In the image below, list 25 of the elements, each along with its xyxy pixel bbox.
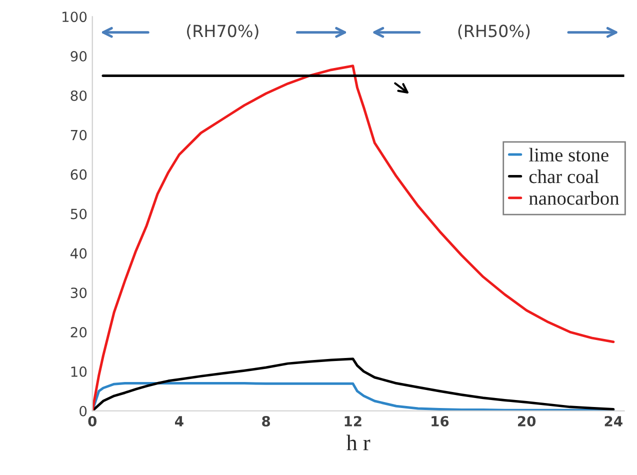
- legend-label: lime stone: [529, 148, 608, 162]
- y-tick-label: 100: [62, 12, 87, 22]
- y-tick-label: 40: [70, 248, 87, 259]
- annotation: (RH50%): [458, 24, 530, 40]
- x-tick-label: 0: [88, 416, 97, 426]
- x-tick-label: 20: [518, 416, 536, 426]
- x-tick-label: 16: [432, 416, 449, 426]
- y-tick-label: 50: [70, 208, 87, 220]
- y-tick-label: 0: [80, 406, 87, 416]
- x-tick-label: 4: [175, 416, 184, 426]
- y-tick-label: 30: [70, 288, 87, 298]
- line-series: [92, 358, 615, 411]
- y-tick-label: 10: [71, 366, 87, 377]
- y-tick-label: 60: [70, 169, 87, 180]
- annotation: (RH70%): [187, 24, 258, 40]
- y-tick-label: 70: [70, 130, 87, 140]
- y-tick-label: 80: [70, 90, 87, 101]
- x-axis-title: h r: [346, 434, 370, 450]
- legend-label: char coal: [529, 170, 599, 184]
- legend-label: nanocarbon: [529, 191, 620, 205]
- y-tick-label: 90: [70, 51, 87, 62]
- x-tick-label: 12: [344, 416, 362, 426]
- x-tick-label: 8: [262, 416, 270, 426]
- y-tick-label: 20: [70, 326, 87, 338]
- x-tick-label: 24: [604, 416, 622, 426]
